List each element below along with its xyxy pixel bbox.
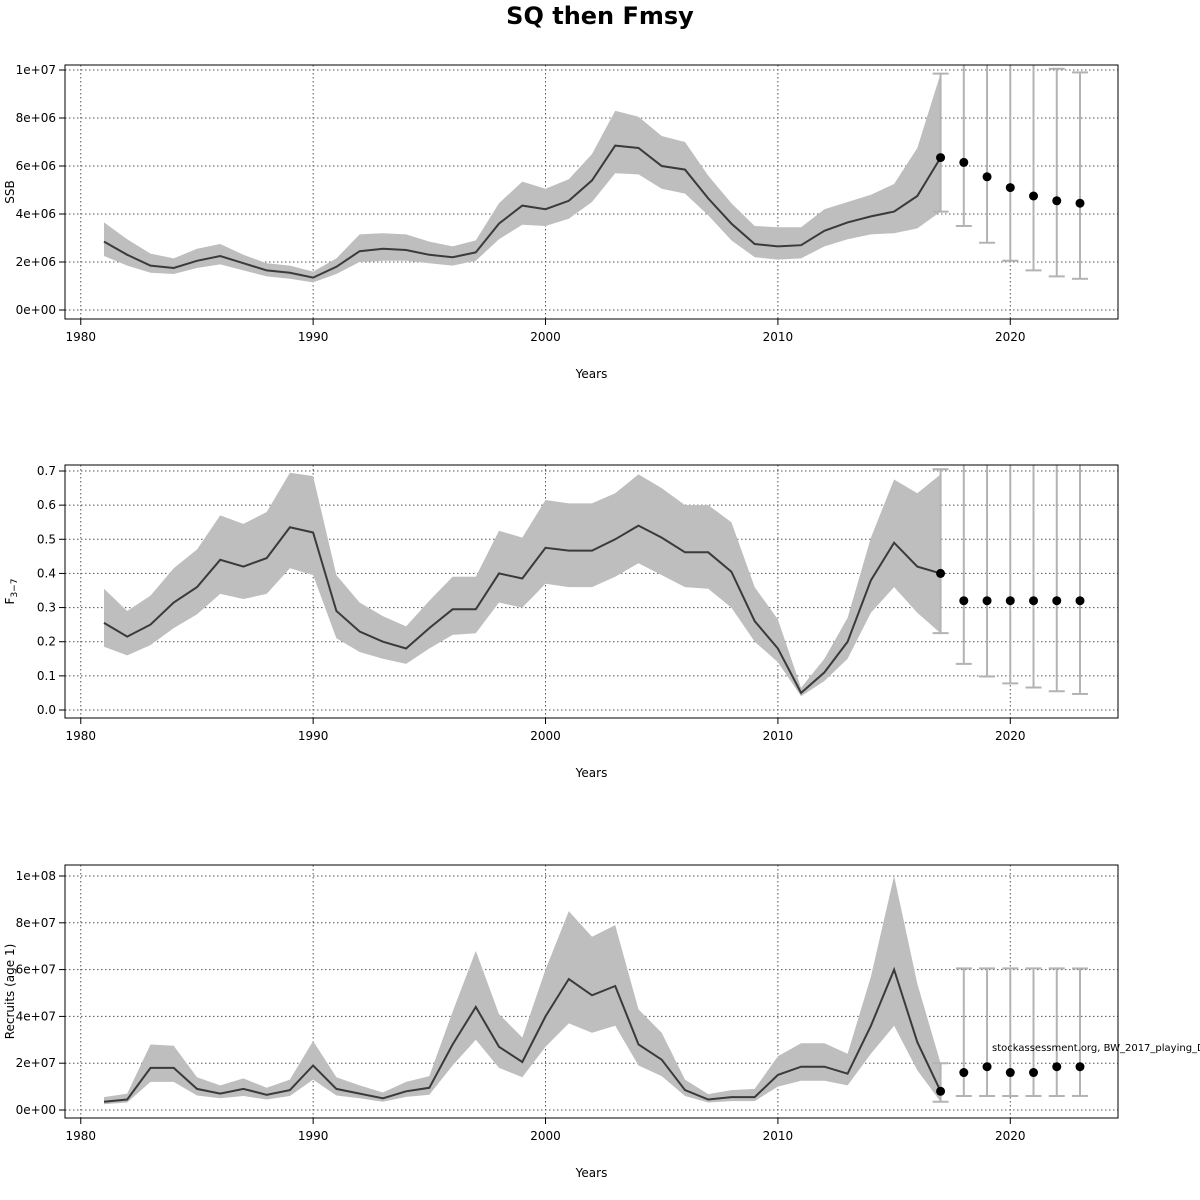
forecast-point [936,568,946,578]
y-tick-label: 0e+00 [16,303,56,317]
y-tick-label: 4e+06 [16,207,56,221]
x-tick-label: 1990 [298,729,329,743]
y-tick-label: 2e+07 [16,1056,56,1070]
forecast-point [959,1068,969,1078]
x-tick-label: 2020 [995,330,1026,344]
x-tick-label: 1980 [65,729,96,743]
forecast-point [959,596,969,606]
plot-frame [64,64,1119,320]
x-tick-label: 2020 [995,1129,1026,1143]
forecast-point [1029,596,1039,606]
y-axis-title: F3−7 [3,579,20,605]
confidence-band [104,472,941,697]
x-tick-label: 2010 [763,729,794,743]
y-tick-label: 8e+07 [16,916,56,930]
x-axis-title: Years [575,1166,608,1180]
y-tick-label: 8e+06 [16,111,56,125]
plot-area [103,465,1088,697]
confidence-band [104,876,941,1105]
forecast-point [1075,198,1085,208]
x-tick-label: 2000 [530,330,561,344]
y-tick-label: 2e+06 [16,255,56,269]
estimate-line [103,524,941,695]
forecast-point [936,153,946,163]
panel-recruits: 1980 1990 2000 2010 2020 0e+00 2e+07 4e+07 6e+07… [3,864,1119,1180]
forecast-point [1052,596,1062,606]
forecast-point [959,157,969,167]
plot-area [103,65,1088,283]
plot-frame [64,864,1119,1119]
x-axis-title: Years [575,766,608,780]
estimate-line [103,144,942,279]
forecast-point [1075,596,1085,606]
y-tick-label: 6e+06 [16,159,56,173]
x-tick-label: 2010 [763,1129,794,1143]
forecast-point [1029,1068,1039,1078]
plot-area [103,876,1088,1105]
y-tick-label: 0.3 [37,601,56,615]
forecast-point [936,1086,946,1096]
x-tick-label: 1990 [298,1129,329,1143]
confidence-band [104,73,941,283]
y-tick-label: 1e+08 [16,869,56,883]
forecast-point [1005,596,1015,606]
y-tick-label: 0.5 [37,532,56,546]
y-tick-label: 0.2 [37,635,56,649]
forecast-point [982,1062,992,1072]
estimate-line [103,966,942,1103]
forecast-point [1005,1068,1015,1078]
x-tick-label: 2020 [995,729,1026,743]
x-tick-label: 2000 [530,1129,561,1143]
forecast-point [982,172,992,182]
forecast-point [1029,191,1039,201]
x-tick-label: 1980 [65,1129,96,1143]
x-axis-title: Years [575,367,608,381]
y-tick-label: 4e+07 [16,1009,56,1023]
forecast-point [1075,1062,1085,1072]
x-tick-label: 2000 [530,729,561,743]
forecast-point [982,596,992,606]
plot-frame [64,464,1119,719]
y-tick-label: 6e+07 [16,963,56,977]
forecast-point [1052,1062,1062,1072]
chart-title: SQ then Fmsy [506,2,694,30]
y-axis-title: Recruits (age 1) [3,944,17,1040]
y-axis-title-main: F [3,597,17,604]
y-tick-label: 0.0 [37,703,56,717]
y-axis-title: SSB [3,180,17,203]
forecast-point [1052,196,1062,206]
y-axis-title-subscript: 3−7 [10,579,20,598]
panel-ssb: 1980 1990 2000 2010 2020 0e+00 2e+06 4e+06 6e+06… [3,63,1119,381]
y-tick-label: 0.1 [37,669,56,683]
y-tick-label: 0.6 [37,498,56,512]
watermark: stockassessment.org, BW_2017_playing_D [992,1043,1200,1054]
y-tick-label: 0.7 [37,464,56,478]
panel-fbar: 1980 1990 2000 2010 2020 0.0 0.1 0.2 0.3 0.4 0.5 0.… [3,464,1119,780]
y-tick-label: 1e+07 [16,63,56,77]
x-tick-label: 1980 [65,330,96,344]
forecast-point [1005,183,1015,193]
y-tick-label: 0e+00 [16,1103,56,1117]
x-tick-label: 1990 [298,330,329,344]
y-tick-label: 0.4 [37,566,56,580]
x-tick-label: 2010 [763,330,794,344]
